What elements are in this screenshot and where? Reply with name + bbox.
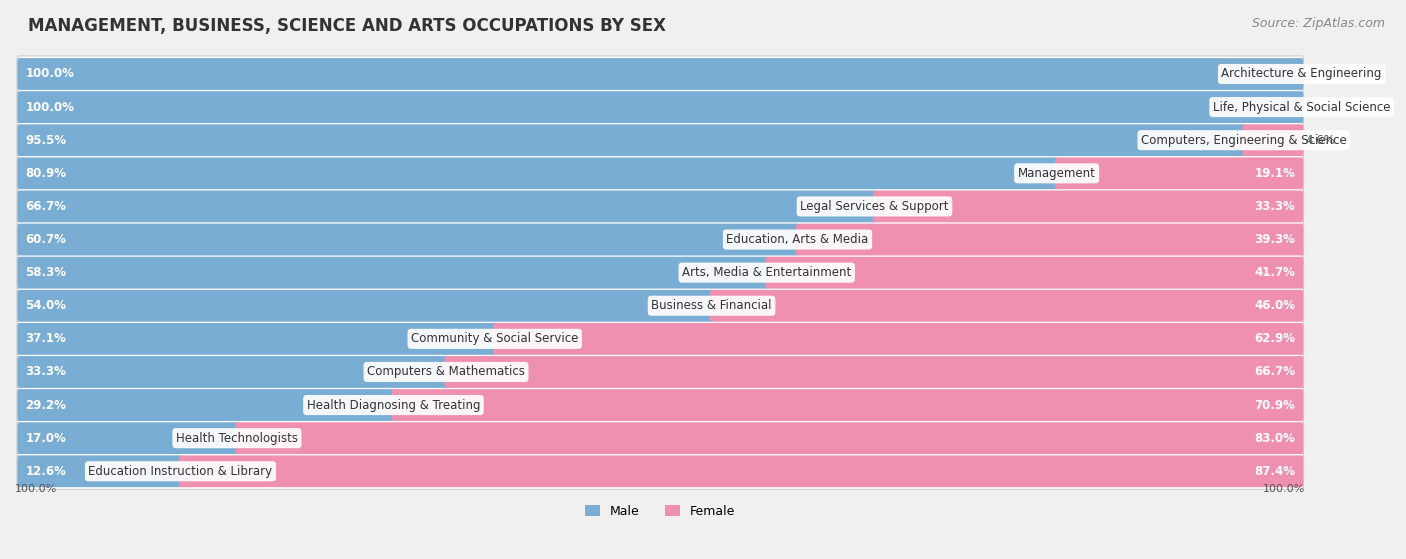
FancyBboxPatch shape bbox=[17, 122, 1303, 158]
Text: 95.5%: 95.5% bbox=[25, 134, 66, 146]
FancyBboxPatch shape bbox=[17, 191, 876, 222]
Text: 66.7%: 66.7% bbox=[1254, 366, 1295, 378]
Text: Legal Services & Support: Legal Services & Support bbox=[800, 200, 949, 213]
FancyBboxPatch shape bbox=[17, 290, 713, 321]
FancyBboxPatch shape bbox=[17, 389, 395, 421]
Text: 66.7%: 66.7% bbox=[25, 200, 66, 213]
FancyBboxPatch shape bbox=[17, 221, 1303, 258]
FancyBboxPatch shape bbox=[17, 224, 799, 255]
Text: 41.7%: 41.7% bbox=[1254, 266, 1295, 279]
Text: Health Diagnosing & Treating: Health Diagnosing & Treating bbox=[307, 399, 481, 411]
FancyBboxPatch shape bbox=[17, 56, 1303, 92]
Text: 19.1%: 19.1% bbox=[1254, 167, 1295, 180]
Text: MANAGEMENT, BUSINESS, SCIENCE AND ARTS OCCUPATIONS BY SEX: MANAGEMENT, BUSINESS, SCIENCE AND ARTS O… bbox=[28, 17, 666, 35]
FancyBboxPatch shape bbox=[17, 456, 181, 487]
Text: 100.0%: 100.0% bbox=[15, 485, 58, 495]
Text: Education Instruction & Library: Education Instruction & Library bbox=[89, 465, 273, 478]
FancyBboxPatch shape bbox=[17, 91, 1303, 123]
FancyBboxPatch shape bbox=[17, 158, 1059, 189]
Text: Community & Social Service: Community & Social Service bbox=[411, 333, 578, 345]
Text: 62.9%: 62.9% bbox=[1254, 333, 1295, 345]
FancyBboxPatch shape bbox=[392, 389, 1303, 421]
FancyBboxPatch shape bbox=[494, 323, 1303, 355]
Legend: Male, Female: Male, Female bbox=[581, 500, 741, 523]
Text: 100.0%: 100.0% bbox=[25, 101, 75, 113]
Text: Health Technologists: Health Technologists bbox=[176, 432, 298, 444]
FancyBboxPatch shape bbox=[765, 257, 1303, 288]
Text: 100.0%: 100.0% bbox=[25, 68, 75, 80]
FancyBboxPatch shape bbox=[17, 323, 496, 355]
Text: 12.6%: 12.6% bbox=[25, 465, 66, 478]
Text: 33.3%: 33.3% bbox=[25, 366, 66, 378]
Text: 17.0%: 17.0% bbox=[25, 432, 66, 444]
FancyBboxPatch shape bbox=[17, 354, 1303, 390]
FancyBboxPatch shape bbox=[235, 422, 1303, 454]
Text: 33.3%: 33.3% bbox=[1254, 200, 1295, 213]
FancyBboxPatch shape bbox=[17, 257, 768, 288]
FancyBboxPatch shape bbox=[796, 224, 1303, 255]
Text: 29.2%: 29.2% bbox=[25, 399, 66, 411]
FancyBboxPatch shape bbox=[17, 58, 1303, 90]
Text: 100.0%: 100.0% bbox=[1263, 485, 1306, 495]
FancyBboxPatch shape bbox=[710, 290, 1303, 321]
Text: 83.0%: 83.0% bbox=[1254, 432, 1295, 444]
FancyBboxPatch shape bbox=[17, 288, 1303, 324]
Text: 70.9%: 70.9% bbox=[1254, 399, 1295, 411]
Text: Computers, Engineering & Science: Computers, Engineering & Science bbox=[1142, 134, 1347, 146]
Text: Architecture & Engineering: Architecture & Engineering bbox=[1222, 68, 1382, 80]
FancyBboxPatch shape bbox=[17, 89, 1303, 125]
FancyBboxPatch shape bbox=[17, 321, 1303, 357]
FancyBboxPatch shape bbox=[17, 254, 1303, 291]
FancyBboxPatch shape bbox=[444, 356, 1303, 388]
Text: 58.3%: 58.3% bbox=[25, 266, 66, 279]
FancyBboxPatch shape bbox=[17, 155, 1303, 191]
Text: 46.0%: 46.0% bbox=[1254, 299, 1295, 312]
Text: 80.9%: 80.9% bbox=[25, 167, 66, 180]
Text: Computers & Mathematics: Computers & Mathematics bbox=[367, 366, 524, 378]
FancyBboxPatch shape bbox=[17, 188, 1303, 225]
Text: Source: ZipAtlas.com: Source: ZipAtlas.com bbox=[1251, 17, 1385, 30]
Text: Life, Physical & Social Science: Life, Physical & Social Science bbox=[1213, 101, 1391, 113]
FancyBboxPatch shape bbox=[17, 124, 1246, 156]
FancyBboxPatch shape bbox=[17, 453, 1303, 489]
Text: Arts, Media & Entertainment: Arts, Media & Entertainment bbox=[682, 266, 852, 279]
FancyBboxPatch shape bbox=[1243, 124, 1303, 156]
FancyBboxPatch shape bbox=[179, 456, 1303, 487]
FancyBboxPatch shape bbox=[873, 191, 1303, 222]
Text: Business & Financial: Business & Financial bbox=[651, 299, 772, 312]
Text: 54.0%: 54.0% bbox=[25, 299, 66, 312]
Text: 37.1%: 37.1% bbox=[25, 333, 66, 345]
FancyBboxPatch shape bbox=[17, 420, 1303, 456]
FancyBboxPatch shape bbox=[1054, 158, 1303, 189]
Text: 87.4%: 87.4% bbox=[1254, 465, 1295, 478]
Text: 4.6%: 4.6% bbox=[1306, 134, 1336, 146]
Text: Education, Arts & Media: Education, Arts & Media bbox=[727, 233, 869, 246]
FancyBboxPatch shape bbox=[17, 387, 1303, 423]
Text: 60.7%: 60.7% bbox=[25, 233, 66, 246]
Text: 39.3%: 39.3% bbox=[1254, 233, 1295, 246]
FancyBboxPatch shape bbox=[17, 356, 447, 388]
Text: Management: Management bbox=[1018, 167, 1095, 180]
FancyBboxPatch shape bbox=[17, 422, 239, 454]
